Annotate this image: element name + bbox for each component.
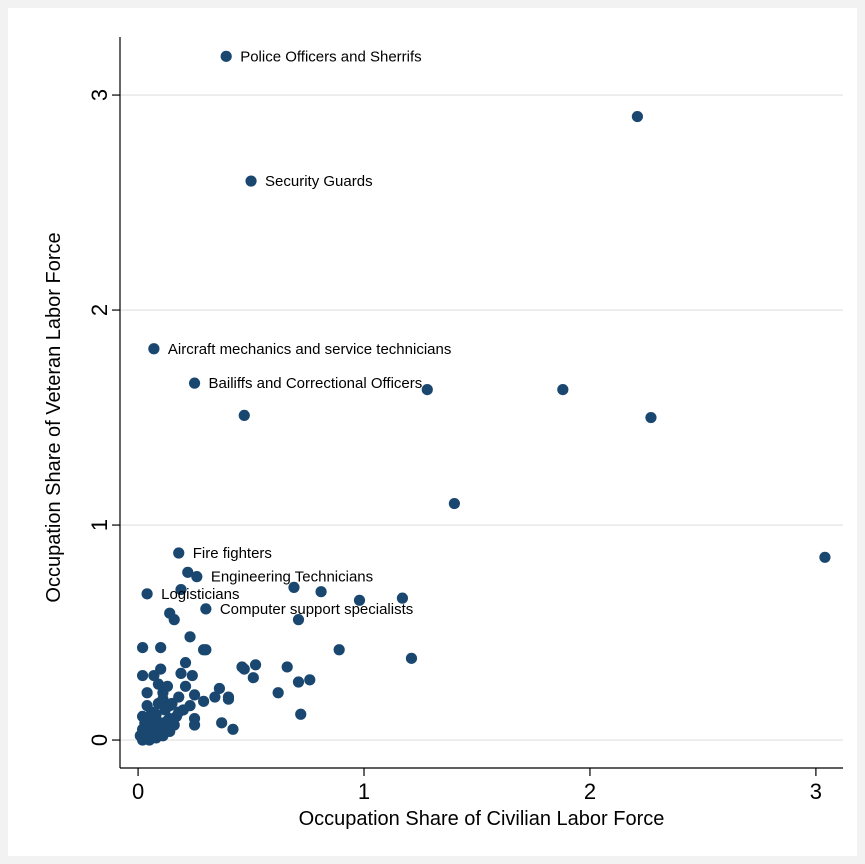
data-point-78 [143,734,155,746]
data-point-6 [819,551,831,563]
data-point-4 [645,411,657,424]
data-point-41 [141,687,153,699]
x-tick-label-1: 1 [358,779,370,804]
data-point-35 [304,674,316,686]
data-point-86 [164,700,176,712]
data-point-82 [146,706,158,718]
labeled-point-3 [188,377,201,389]
x-tick-label-0: 0 [132,779,144,804]
data-point-3 [557,384,569,396]
data-point-12 [396,592,409,604]
data-point-13 [292,614,305,626]
data-point-11 [353,594,366,606]
data-point-29 [175,667,187,680]
point-label-7: Computer support specialists [220,601,413,618]
y-tick-label-3: 3 [87,89,112,101]
data-point-47 [197,695,210,707]
data-point-23 [179,657,192,669]
gridlines [120,94,843,741]
point-label-4: Fire fighters [193,545,272,562]
data-point-85 [173,691,185,703]
labeled-point-0 [220,50,232,62]
point-label-0: Police Officers and Sherrifs [240,48,421,65]
labeled-point-2 [148,343,160,355]
y-tick-label-1: 1 [87,519,112,531]
data-point-21 [333,644,345,656]
data-point-9 [288,581,300,594]
point-labels: Police Officers and Sherrifs Security Gua… [161,48,451,618]
data-point-1 [238,409,250,421]
labeled-point-7 [200,603,212,615]
data-point-8 [175,583,187,596]
data-point-43 [188,689,201,701]
labeled-point-1 [245,175,257,187]
x-axis-title: Occupation Share of Civilian Labor Force [299,808,665,830]
point-label-2: Aircraft mechanics and service technicia… [168,341,451,358]
data-point-20 [200,644,212,656]
data-point-0 [631,110,643,123]
data-point-25 [238,663,250,675]
y-axis-ticks: 0 1 2 3 [87,89,120,746]
x-tick-label-3: 3 [810,779,822,804]
labeled-point-6 [141,588,153,600]
data-point-2 [421,384,433,396]
data-point-64 [227,723,239,735]
data-point-44 [209,691,221,703]
data-point-36 [152,678,165,690]
labeled-point-5 [191,571,203,583]
data-point-40 [272,687,284,699]
data-point-30 [186,669,198,682]
data-point-39 [213,682,226,695]
data-point-22 [405,652,418,664]
point-label-5: Engineering Technicians [211,569,373,586]
data-point-33 [247,672,259,684]
data-point-34 [292,676,305,688]
data-point-79 [161,715,174,727]
data-point-7 [182,566,194,578]
data-point-17 [136,642,149,654]
data-point-53 [295,708,307,720]
data-point-18 [155,642,167,654]
data-points [134,50,831,746]
data-point-38 [179,680,192,692]
labeled-point-4 [173,547,185,559]
y-tick-label-2: 2 [87,304,112,316]
x-axis-ticks: 0 1 2 3 [132,768,822,804]
data-point-27 [281,661,293,673]
data-point-16 [184,631,196,643]
data-point-31 [136,669,149,682]
data-point-32 [148,669,160,682]
point-label-6: Logisticians [161,586,239,603]
y-tick-label-0: 0 [87,734,112,746]
point-label-3: Bailiffs and Correctional Officers [209,375,423,392]
x-tick-label-2: 2 [584,779,596,804]
data-point-62 [188,719,201,731]
data-point-59 [216,717,228,729]
data-point-5 [448,497,460,510]
point-label-1: Security Guards [265,173,373,190]
data-point-81 [177,704,189,716]
plot-background [8,8,857,856]
y-axis-title: Occupation Share of Veteran Labor Force [43,232,65,602]
data-point-10 [315,586,327,598]
data-point-46 [222,693,235,705]
data-point-26 [249,659,262,671]
data-point-15 [168,614,180,626]
